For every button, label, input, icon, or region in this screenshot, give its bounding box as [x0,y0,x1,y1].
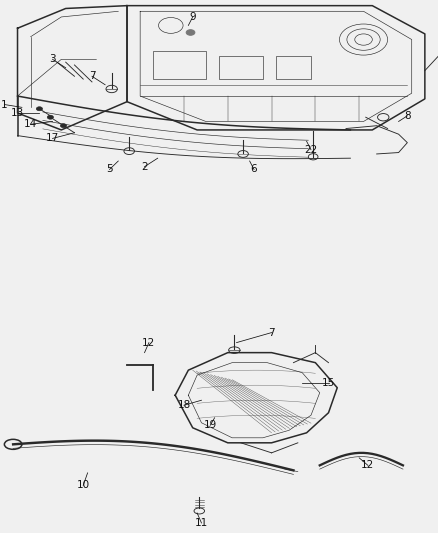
Circle shape [36,107,42,111]
Text: 7: 7 [88,71,95,81]
Text: 13: 13 [11,108,24,118]
Text: 10: 10 [77,480,90,490]
Circle shape [47,115,53,119]
Bar [153,51,206,79]
Text: 3: 3 [49,54,56,64]
Text: 17: 17 [46,133,59,143]
Circle shape [186,30,195,35]
Text: 9: 9 [189,12,196,22]
Text: 19: 19 [204,421,217,430]
Text: 18: 18 [177,400,191,410]
Circle shape [60,124,67,128]
Text: 12: 12 [361,461,374,470]
Bar [219,56,263,79]
Text: 2: 2 [141,161,148,172]
Text: 15: 15 [322,378,335,387]
Text: 8: 8 [404,111,411,121]
Text: 14: 14 [24,119,37,130]
Text: 1: 1 [1,100,8,109]
Text: 22: 22 [304,145,318,155]
Text: 11: 11 [195,518,208,528]
Text: 5: 5 [106,165,113,174]
Bar [276,56,311,79]
Text: 7: 7 [268,328,275,337]
Text: 12: 12 [142,337,155,348]
Text: 6: 6 [251,165,258,174]
